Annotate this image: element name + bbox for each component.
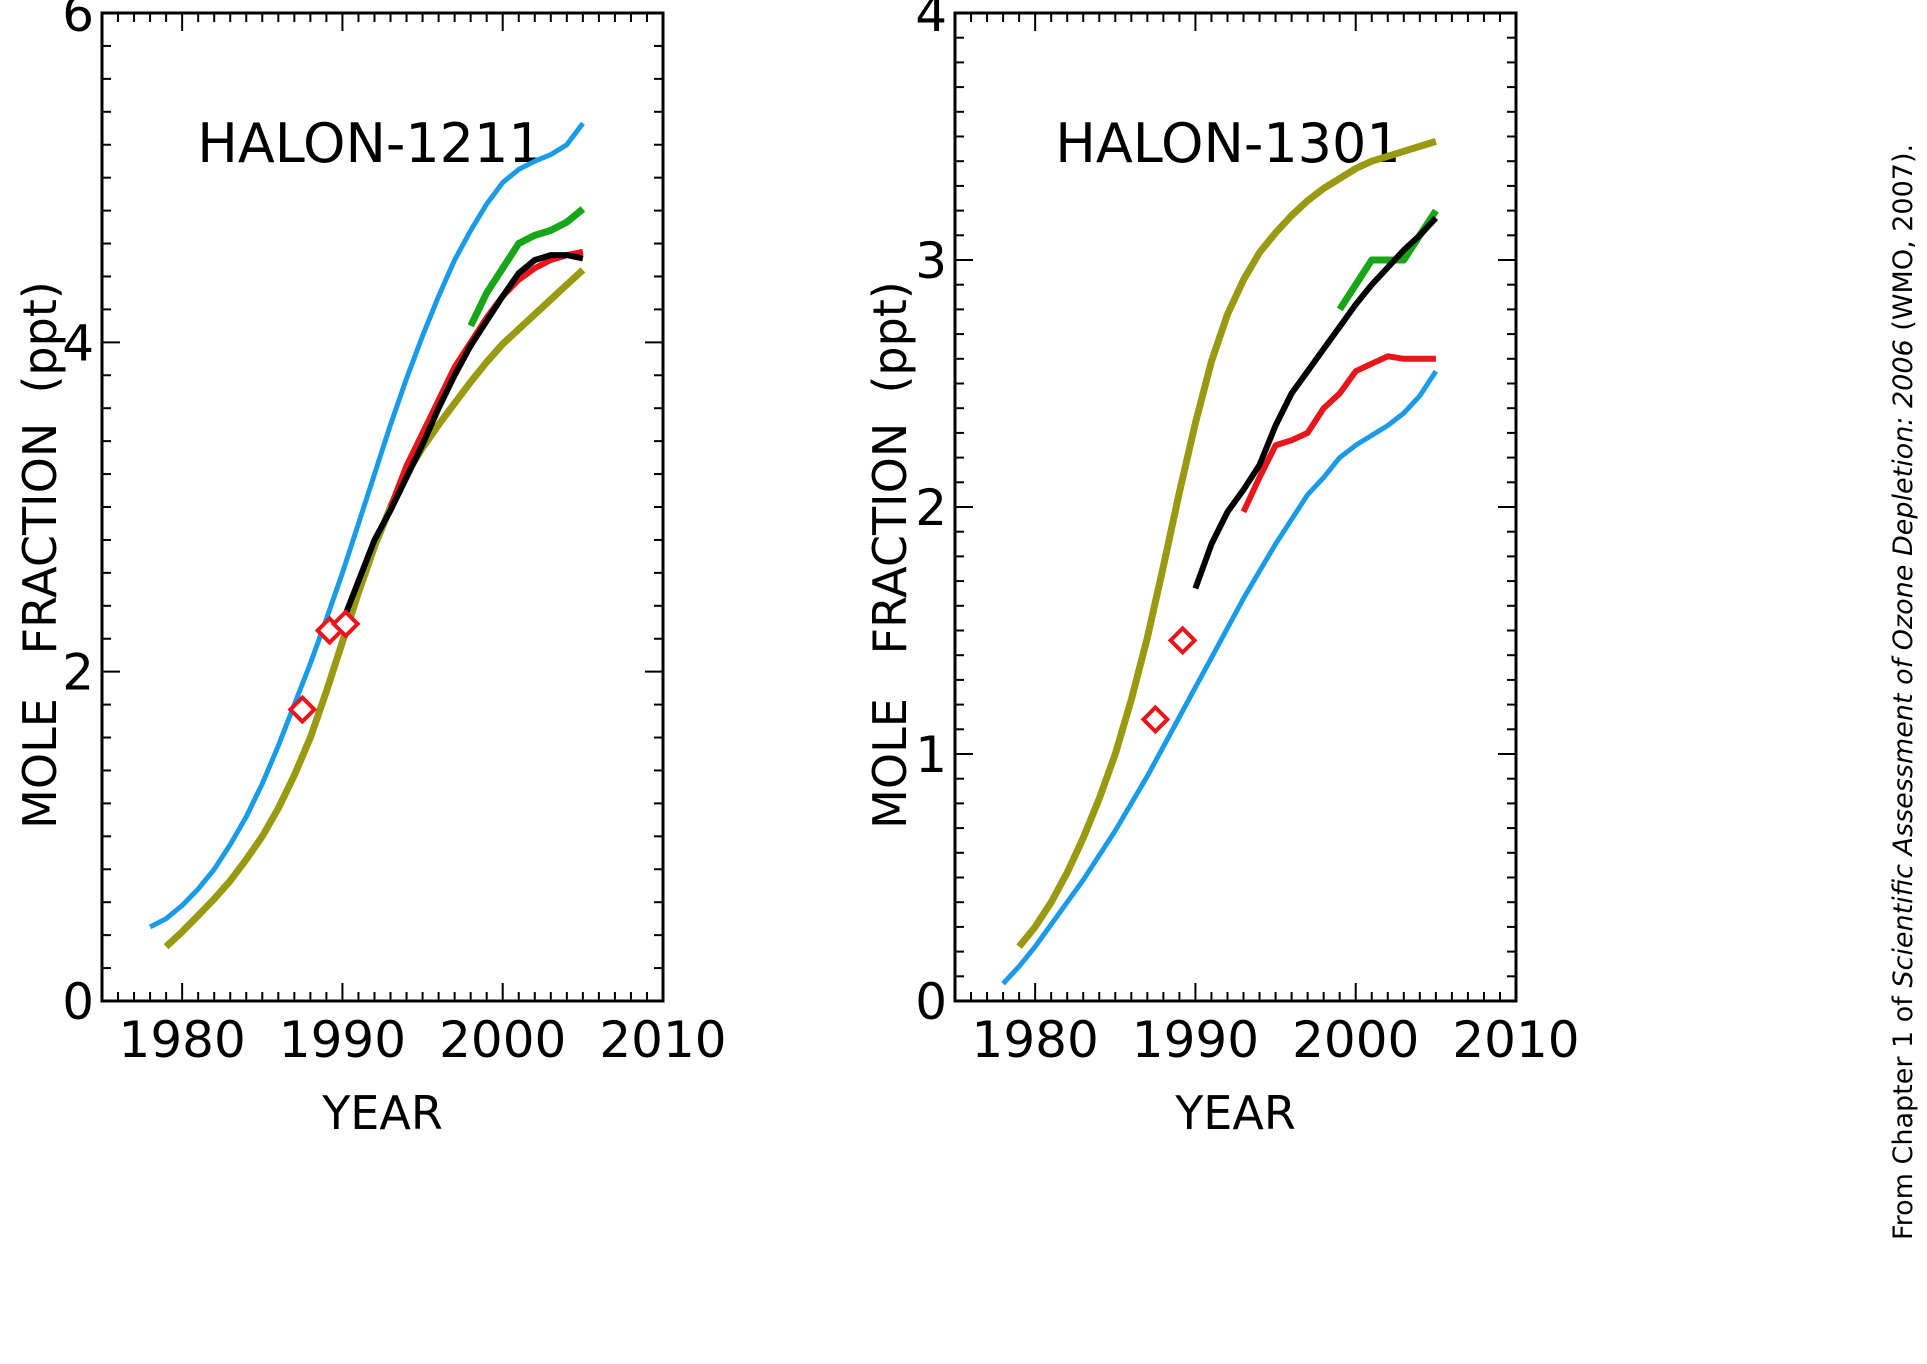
series-line-red	[1240, 353, 1436, 514]
x-tick-label: 1980	[119, 1011, 246, 1069]
data-point-diamond	[287, 694, 318, 725]
credit-italic: Scientific Assessment of Ozone Depletion…	[1888, 339, 1919, 987]
series-line-green	[1336, 208, 1439, 312]
x-tick-label: 1990	[1132, 1011, 1259, 1069]
series-line-black	[1192, 215, 1439, 590]
y-tick-label: 0	[915, 973, 947, 1031]
y-tick-label: 4	[62, 314, 94, 372]
y-tick-label: 6	[62, 0, 94, 43]
y-tick-label: 2	[915, 479, 947, 537]
y-tick-label: 1	[915, 726, 947, 784]
x-axis-label: YEAR	[1174, 1086, 1296, 1140]
series-line-blue	[1001, 369, 1438, 986]
y-tick-label: 4	[915, 0, 947, 43]
x-axis-label: YEAR	[321, 1086, 443, 1140]
chart-title: HALON-1301	[1055, 112, 1401, 175]
data-point-diamond	[1167, 625, 1198, 656]
series-line-olive	[1016, 138, 1437, 949]
data-point-diamond	[330, 609, 361, 639]
series-line-blue	[148, 121, 585, 930]
series-line-green	[467, 206, 586, 328]
x-tick-label: 1980	[972, 1011, 1099, 1069]
y-axis-label: MOLE FRACTION (ppt)	[863, 281, 917, 829]
y-axis-label: MOLE FRACTION (ppt)	[13, 281, 67, 829]
x-tick-label: 1990	[279, 1011, 406, 1069]
data-point-diamond	[1140, 704, 1171, 735]
credit-prefix: From Chapter 1 of	[1888, 988, 1919, 1240]
source-credit: From Chapter 1 of Scientific Assessment …	[1888, 144, 1919, 1240]
x-tick-label: 2000	[1292, 1011, 1419, 1069]
credit-suffix: (WMO, 2007).	[1888, 144, 1919, 339]
y-tick-label: 2	[62, 644, 94, 702]
x-tick-label: 2010	[599, 1011, 726, 1069]
y-tick-label: 0	[62, 973, 94, 1031]
series-line-black	[339, 252, 584, 624]
y-tick-label: 3	[915, 232, 947, 290]
chart-halon-1301: 1980 1990 2000 2010 0 1 2 3 4 YEAR MOLE FRACTION (…	[863, 0, 1580, 1140]
x-tick-label: 2000	[439, 1011, 566, 1069]
chart-title: HALON-1211	[197, 112, 543, 175]
chart-halon-1211: 1980 1990 2000 2010 0 2 4 6 YEAR MOLE FRACTION (p…	[13, 0, 727, 1140]
x-tick-label: 2010	[1452, 1011, 1579, 1069]
